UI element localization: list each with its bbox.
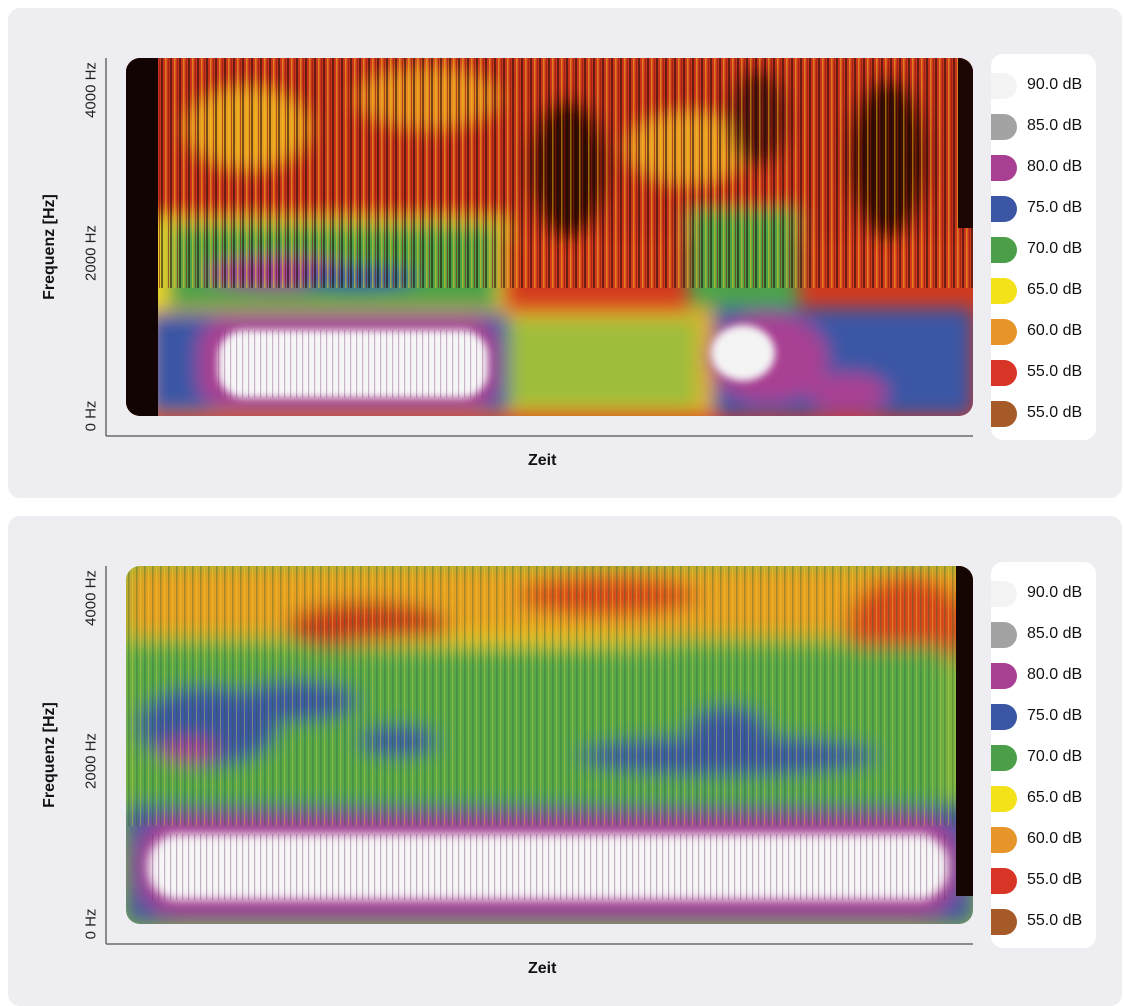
- spectrogram-panel-2: Frequenz [Hz] 0 Hz 2000 Hz 4000 Hz Zeit …: [8, 516, 1122, 1006]
- legend-swatch: [991, 155, 1017, 181]
- legend-item: 75.0 dB: [991, 697, 1096, 738]
- spectrogram-panel-1: Frequenz [Hz] 0 Hz 2000 Hz 4000 Hz Zeit …: [8, 8, 1122, 498]
- spectrogram-2-image: [126, 566, 973, 924]
- legend-label: 55.0 dB: [1027, 404, 1083, 421]
- legend-item: 85.0 dB: [991, 107, 1096, 148]
- legend-label: 60.0 dB: [1027, 830, 1083, 847]
- legend-item: 60.0 dB: [991, 820, 1096, 861]
- legend-1: 90.0 dB 85.0 dB 80.0 dB 75.0 dB 70.0 dB 65.0 …: [991, 54, 1096, 440]
- legend-item: 70.0 dB: [991, 738, 1096, 779]
- legend-swatch: [991, 278, 1017, 304]
- legend-item: 90.0 dB: [991, 574, 1096, 615]
- legend-label: 80.0 dB: [1027, 158, 1083, 175]
- x-axis-label-1: Zeit: [528, 452, 557, 469]
- x-axis-label-2: Zeit: [528, 960, 557, 977]
- legend-item: 85.0 dB: [991, 615, 1096, 656]
- spectrogram-2-canvas: [105, 566, 973, 945]
- legend-label: 80.0 dB: [1027, 666, 1083, 683]
- legend-swatch: [991, 704, 1017, 730]
- legend-item: 80.0 dB: [991, 656, 1096, 697]
- legend-swatch: [991, 663, 1017, 689]
- legend-item: 60.0 dB: [991, 312, 1096, 353]
- legend-label: 55.0 dB: [1027, 363, 1083, 380]
- legend-2: 90.0 dB 85.0 dB 80.0 dB 75.0 dB 70.0 dB 65.0 …: [991, 562, 1096, 948]
- legend-item: 55.0 dB: [991, 353, 1096, 394]
- legend-swatch: [991, 237, 1017, 263]
- legend-label: 70.0 dB: [1027, 748, 1083, 765]
- legend-item: 65.0 dB: [991, 779, 1096, 820]
- legend-label: 55.0 dB: [1027, 871, 1083, 888]
- spectrogram-1-canvas: [105, 58, 973, 437]
- legend-label: 90.0 dB: [1027, 584, 1083, 601]
- legend-label: 65.0 dB: [1027, 789, 1083, 806]
- legend-label: 60.0 dB: [1027, 322, 1083, 339]
- legend-label: 55.0 dB: [1027, 912, 1083, 929]
- legend-label: 85.0 dB: [1027, 625, 1083, 642]
- legend-item: 55.0 dB: [991, 861, 1096, 902]
- legend-swatch: [991, 319, 1017, 345]
- legend-swatch: [991, 827, 1017, 853]
- legend-swatch: [991, 196, 1017, 222]
- legend-item: 55.0 dB: [991, 394, 1096, 435]
- legend-label: 90.0 dB: [1027, 76, 1083, 93]
- legend-label: 85.0 dB: [1027, 117, 1083, 134]
- legend-label: 70.0 dB: [1027, 240, 1083, 257]
- legend-label: 75.0 dB: [1027, 199, 1083, 216]
- legend-item: 90.0 dB: [991, 66, 1096, 107]
- legend-label: 75.0 dB: [1027, 707, 1083, 724]
- legend-swatch: [991, 868, 1017, 894]
- legend-item: 80.0 dB: [991, 148, 1096, 189]
- legend-swatch: [991, 360, 1017, 386]
- legend-swatch: [991, 745, 1017, 771]
- legend-swatch: [991, 786, 1017, 812]
- legend-item: 65.0 dB: [991, 271, 1096, 312]
- legend-item: 75.0 dB: [991, 189, 1096, 230]
- legend-swatch: [991, 581, 1017, 607]
- spectrogram-1-image: [126, 58, 973, 416]
- legend-swatch: [991, 401, 1017, 427]
- legend-swatch: [991, 622, 1017, 648]
- legend-item: 70.0 dB: [991, 230, 1096, 271]
- legend-swatch: [991, 909, 1017, 935]
- legend-swatch: [991, 114, 1017, 140]
- legend-item: 55.0 dB: [991, 902, 1096, 943]
- legend-label: 65.0 dB: [1027, 281, 1083, 298]
- legend-swatch: [991, 73, 1017, 99]
